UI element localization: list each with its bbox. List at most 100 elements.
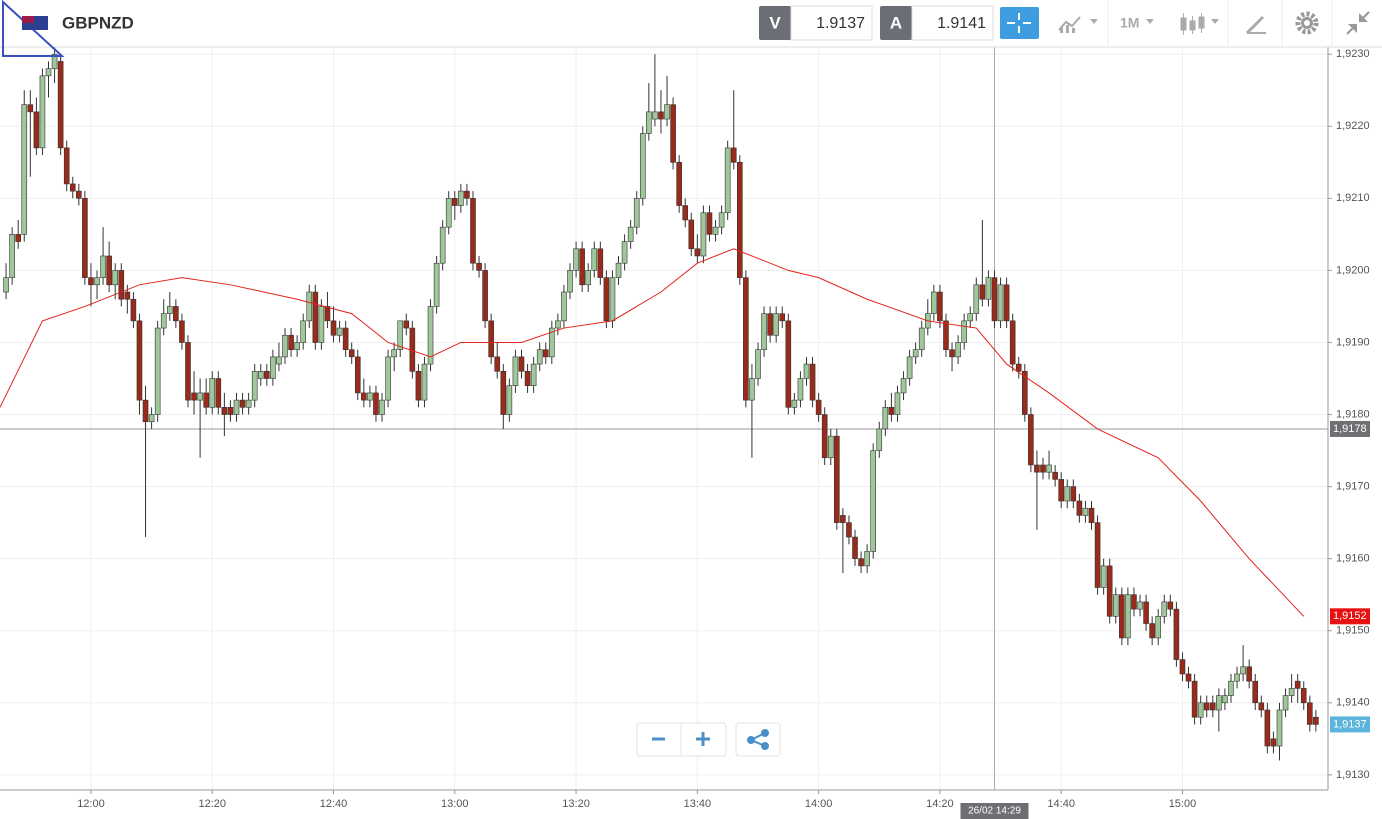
x-tick-label: 14:00 bbox=[805, 798, 833, 810]
candle-body bbox=[688, 219, 695, 250]
bid-price: 1.9137 bbox=[816, 15, 865, 32]
candle-body bbox=[391, 349, 397, 358]
candle-body bbox=[203, 392, 209, 408]
candle-body bbox=[1288, 688, 1295, 696]
candle-style-button[interactable] bbox=[1180, 13, 1219, 35]
candle-body bbox=[251, 370, 258, 401]
candle-body bbox=[906, 356, 913, 379]
bid-button[interactable] bbox=[759, 6, 791, 40]
candle-body bbox=[385, 356, 391, 401]
candle-body bbox=[997, 284, 1004, 322]
candle-body bbox=[912, 349, 919, 358]
price-tag bbox=[1330, 716, 1370, 733]
candle-body bbox=[931, 291, 937, 314]
candle-body bbox=[148, 414, 155, 423]
candle-body bbox=[1155, 616, 1162, 639]
candle-body bbox=[179, 320, 185, 343]
ask-price: 1.9141 bbox=[937, 15, 986, 32]
candle-body bbox=[985, 277, 992, 300]
candle-body bbox=[676, 162, 682, 206]
candle-body bbox=[724, 147, 731, 214]
candle-body bbox=[633, 198, 640, 228]
candle-body bbox=[464, 190, 470, 199]
candle-body bbox=[239, 399, 246, 408]
candle-body bbox=[215, 378, 222, 408]
price-tag bbox=[1330, 420, 1370, 437]
timeframe[interactable]: 1M bbox=[1120, 15, 1139, 31]
candle-body bbox=[518, 356, 525, 372]
candle-body bbox=[1143, 601, 1149, 624]
candle-body bbox=[470, 198, 476, 264]
candle-body bbox=[1203, 702, 1210, 711]
candle-body bbox=[361, 392, 367, 401]
draw-tool-button[interactable] bbox=[1245, 15, 1266, 35]
candle-body bbox=[1094, 522, 1101, 588]
candle-body bbox=[373, 392, 379, 415]
candle-body bbox=[112, 270, 119, 286]
chart-type-button[interactable] bbox=[1058, 16, 1098, 33]
settings-button[interactable] bbox=[1295, 11, 1319, 35]
candle-body bbox=[730, 147, 737, 163]
candle-body bbox=[142, 399, 149, 423]
candle-body bbox=[821, 414, 828, 459]
candle-body bbox=[736, 162, 743, 278]
candle-body bbox=[991, 277, 998, 322]
candle-body bbox=[542, 349, 549, 358]
candle-body bbox=[1125, 594, 1131, 639]
x-tick-label: 12:00 bbox=[77, 798, 105, 810]
candle-body bbox=[779, 313, 786, 322]
zoom-in-button[interactable] bbox=[696, 732, 710, 746]
candle-body bbox=[555, 320, 561, 329]
y-tick-label: 1,9150 bbox=[1336, 625, 1370, 637]
candle-body bbox=[670, 104, 676, 163]
x-tick-label: 13:40 bbox=[684, 798, 712, 810]
candle-body bbox=[882, 407, 889, 430]
price-tag-label: 1,9178 bbox=[1333, 423, 1367, 435]
y-tick-label: 1,9130 bbox=[1336, 769, 1370, 781]
candle-body bbox=[536, 349, 543, 365]
candle-body bbox=[421, 363, 428, 401]
price-tag-label: 1,9152 bbox=[1333, 610, 1367, 622]
candle-body bbox=[397, 320, 404, 350]
ask-button[interactable] bbox=[880, 6, 912, 40]
share-button[interactable] bbox=[735, 722, 781, 757]
candle-body bbox=[445, 198, 452, 228]
candle-body bbox=[1252, 680, 1259, 704]
candle-body bbox=[1064, 486, 1071, 502]
candle-body bbox=[1240, 666, 1246, 675]
candle-body bbox=[809, 363, 816, 401]
candle-body bbox=[318, 306, 325, 343]
candle-body bbox=[1076, 500, 1083, 516]
bid-label: V bbox=[769, 13, 781, 32]
candle-body bbox=[197, 392, 203, 401]
candle-body bbox=[276, 356, 282, 365]
candle-body bbox=[1313, 716, 1319, 725]
candle-body bbox=[294, 342, 300, 350]
candle-body bbox=[282, 334, 288, 358]
candle-body bbox=[1307, 702, 1313, 725]
candle-body bbox=[900, 378, 907, 394]
y-tick-label: 1,9160 bbox=[1336, 553, 1370, 565]
candle-body bbox=[718, 212, 725, 228]
candle-body bbox=[579, 248, 585, 286]
crosshair-button[interactable] bbox=[1000, 7, 1039, 39]
candle-body bbox=[530, 363, 537, 387]
candle-body bbox=[403, 320, 410, 329]
candle-body bbox=[597, 248, 604, 278]
candle-body bbox=[1052, 471, 1058, 480]
candle-body bbox=[39, 75, 46, 149]
candle-body bbox=[797, 378, 804, 401]
candle-body bbox=[27, 104, 34, 113]
candle-body bbox=[755, 349, 761, 379]
candle-body bbox=[743, 277, 749, 401]
candle-body bbox=[1003, 284, 1010, 322]
collapse-button[interactable] bbox=[1346, 11, 1370, 35]
candle-body bbox=[458, 190, 464, 206]
x-tick-label: 13:20 bbox=[562, 798, 590, 810]
candle-body bbox=[1028, 414, 1034, 466]
candle-body bbox=[15, 234, 21, 242]
candle-body bbox=[791, 399, 798, 408]
y-tick-label: 1,9230 bbox=[1336, 48, 1370, 60]
candle-body bbox=[706, 212, 713, 235]
candle-body bbox=[173, 306, 179, 322]
